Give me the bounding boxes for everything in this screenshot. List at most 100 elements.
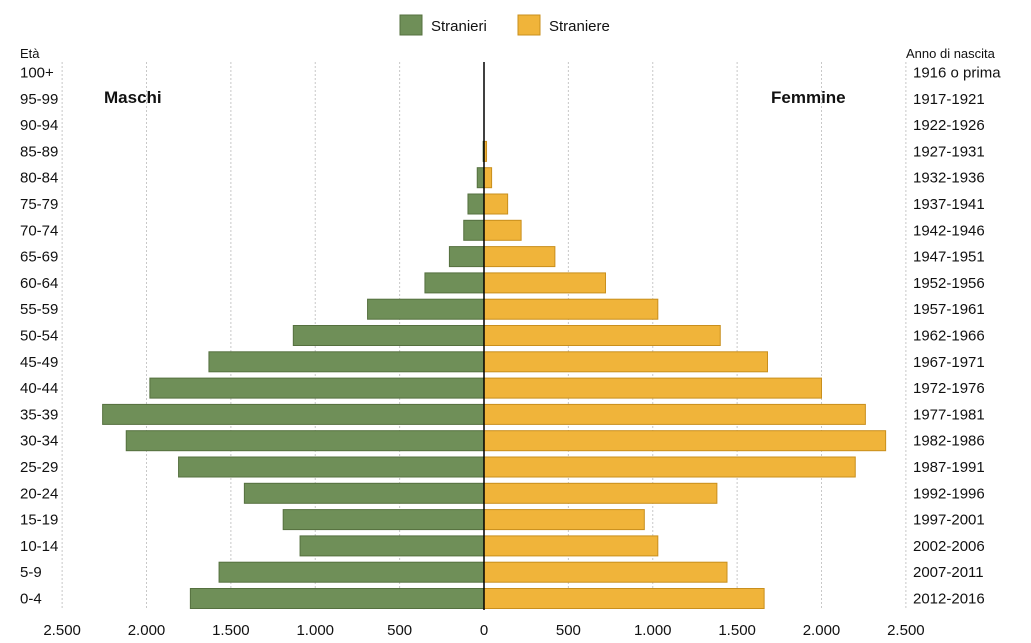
birth-year-label: 1962-1966: [913, 328, 985, 345]
birth-year-label: 2002-2006: [913, 538, 985, 555]
age-label: 80-84: [20, 170, 58, 187]
x-tick-label: 500: [387, 622, 412, 639]
x-tick-label: 2.500: [887, 622, 925, 639]
age-label: 15-19: [20, 512, 58, 529]
x-tick-label: 1.500: [718, 622, 756, 639]
bar-male-5-9: [218, 561, 485, 583]
x-tick-label: 2.000: [128, 622, 166, 639]
male-side-label: Maschi: [104, 88, 162, 107]
birth-year-label: 1947-1951: [913, 249, 985, 266]
bar-female-20-24: [483, 482, 718, 504]
bar-female-0-4: [483, 588, 765, 609]
bar-female-75-79: [483, 193, 509, 215]
birth-year-label: 1982-1986: [913, 433, 985, 450]
age-label: 95-99: [20, 91, 58, 108]
legend-swatch-straniere: [517, 14, 541, 36]
age-label: 0-4: [20, 591, 42, 608]
bar-female-50-54: [483, 325, 721, 346]
bar-male-30-34: [125, 430, 485, 452]
bar-female-5-9: [483, 561, 728, 583]
age-label: 60-64: [20, 275, 58, 292]
birth-year-label: 1997-2001: [913, 512, 985, 529]
x-tick-label: 500: [556, 622, 581, 639]
birth-year-label: 1942-1946: [913, 222, 985, 239]
age-label: 50-54: [20, 328, 58, 345]
bars-group: [102, 140, 887, 609]
legend-swatch-stranieri: [399, 14, 423, 36]
legend-label-stranieri: Stranieri: [431, 18, 487, 35]
bar-male-40-44: [149, 377, 485, 399]
bar-male-80-84: [476, 167, 485, 189]
birth-year-label: 1916 o prima: [913, 65, 1001, 82]
birth-axis-title: Anno di nascita: [906, 46, 996, 61]
bar-female-35-39: [483, 403, 866, 425]
x-tick-labels: 2.500 2.000 1.500 1.000 500 0 500 1.000 1.500 2.0…: [43, 622, 924, 639]
age-label: 85-89: [20, 143, 58, 160]
birth-year-label: 1917-1921: [913, 91, 985, 108]
age-label: 75-79: [20, 196, 58, 213]
age-label: 35-39: [20, 406, 58, 423]
age-label: 70-74: [20, 222, 58, 239]
legend-label-straniere: Straniere: [549, 18, 610, 35]
birth-year-label: 1977-1981: [913, 406, 985, 423]
x-tick-label: 2.000: [803, 622, 841, 639]
age-label: 55-59: [20, 301, 58, 318]
female-side-label: Femmine: [771, 88, 846, 107]
birth-year-label: 1922-1926: [913, 117, 985, 134]
bar-male-10-14: [299, 535, 485, 557]
bar-male-20-24: [243, 482, 485, 504]
bar-male-0-4: [189, 588, 485, 609]
x-tick-label: 1.000: [634, 622, 672, 639]
age-label: 40-44: [20, 380, 58, 397]
bar-male-55-59: [367, 298, 485, 320]
bar-male-70-74: [463, 219, 485, 241]
bar-male-25-29: [178, 456, 485, 478]
bar-male-35-39: [102, 403, 485, 425]
legend: Stranieri Straniere: [399, 14, 610, 36]
birth-year-label: 1987-1991: [913, 459, 985, 476]
age-label: 65-69: [20, 249, 58, 266]
bar-male-50-54: [292, 325, 485, 346]
bar-female-70-74: [483, 219, 522, 241]
age-label: 45-49: [20, 354, 58, 371]
bar-female-45-49: [483, 351, 768, 373]
birth-year-label: 2012-2016: [913, 591, 985, 608]
bar-female-40-44: [483, 377, 822, 399]
bar-female-65-69: [483, 246, 556, 268]
bar-male-60-64: [424, 272, 485, 294]
bar-male-75-79: [467, 193, 485, 215]
bar-male-65-69: [448, 246, 485, 268]
age-label: 25-29: [20, 459, 58, 476]
bar-female-55-59: [483, 298, 659, 320]
age-label: 10-14: [20, 538, 58, 555]
x-tick-label: 1.000: [296, 622, 334, 639]
age-labels: 100+ 95-99 90-94 85-89 80-84 75-79 70-74 65-69 6…: [20, 65, 58, 608]
birth-year-label: 1927-1931: [913, 143, 985, 160]
age-axis-title: Età: [20, 46, 40, 61]
bar-male-45-49: [208, 351, 485, 373]
x-tick-label: 0: [480, 622, 488, 639]
age-label: 90-94: [20, 117, 58, 134]
birth-year-label: 1952-1956: [913, 275, 985, 292]
bar-female-15-19: [483, 509, 645, 531]
age-label: 30-34: [20, 433, 58, 450]
birth-year-label: 2007-2011: [913, 564, 984, 581]
birth-year-label: 1957-1961: [913, 301, 985, 318]
bar-female-80-84: [483, 167, 493, 189]
birth-year-label: 1932-1936: [913, 170, 985, 187]
birth-year-label: 1972-1976: [913, 380, 985, 397]
birth-year-label: 1967-1971: [913, 354, 985, 371]
bar-female-25-29: [483, 456, 856, 478]
bar-female-10-14: [483, 535, 659, 557]
birth-year-label: 1992-1996: [913, 485, 985, 502]
x-tick-label: 2.500: [43, 622, 81, 639]
x-tick-label: 1.500: [212, 622, 250, 639]
age-label: 5-9: [20, 564, 42, 581]
birth-year-labels: 1916 o prima 1917-1921 1922-1926 1927-1931 1…: [913, 65, 1001, 608]
bar-male-15-19: [282, 509, 485, 531]
birth-year-label: 1937-1941: [913, 196, 985, 213]
bar-female-30-34: [483, 430, 887, 452]
age-label: 100+: [20, 65, 54, 82]
age-label: 20-24: [20, 485, 58, 502]
